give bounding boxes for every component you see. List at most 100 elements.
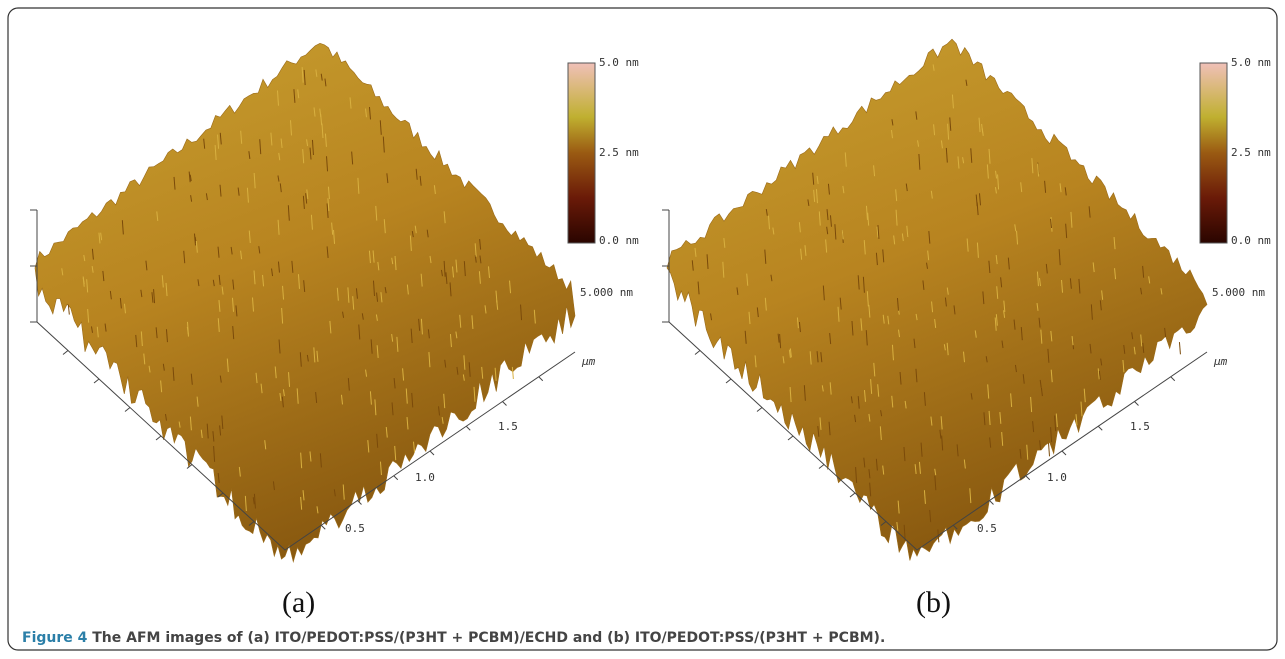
surface-texture	[929, 509, 932, 523]
surface-texture	[449, 282, 452, 297]
surface-texture	[768, 215, 771, 230]
surface-texture	[882, 465, 885, 475]
surface-texture	[253, 493, 256, 509]
surface-texture	[260, 383, 263, 394]
surface-texture	[963, 459, 966, 469]
axis-tick	[186, 464, 193, 469]
surface-texture	[986, 164, 989, 179]
surface-texture	[875, 252, 878, 266]
surface-texture	[927, 250, 930, 261]
surface-texture	[818, 211, 821, 226]
surface-texture	[104, 323, 107, 332]
surface-texture	[190, 373, 193, 385]
surface-texture	[1061, 279, 1064, 293]
surface-texture	[822, 285, 825, 301]
surface-texture	[915, 313, 918, 321]
surface-texture	[87, 309, 90, 323]
surface-texture	[857, 396, 860, 409]
axis-tick-label: 1.0	[1047, 471, 1067, 484]
axis-tick	[1170, 376, 1176, 382]
surface-texture	[1020, 326, 1023, 341]
surface-texture	[934, 475, 937, 491]
surface-texture	[420, 318, 423, 335]
surface-texture	[336, 287, 339, 301]
surface-texture	[315, 392, 318, 404]
surface-texture	[1050, 330, 1053, 342]
colorbar-label: 5.0 nm	[599, 56, 639, 69]
surface-texture	[917, 140, 920, 147]
surface-texture	[533, 309, 536, 324]
surface-texture	[196, 396, 199, 407]
surface-texture	[988, 260, 991, 274]
axis-tick	[849, 492, 856, 498]
surface-texture	[380, 292, 383, 303]
surface-texture	[994, 187, 997, 194]
surface-texture	[279, 393, 282, 402]
surface-texture	[928, 231, 931, 244]
surface-texture	[91, 266, 94, 273]
surface-texture	[1148, 276, 1151, 284]
surface-texture	[402, 368, 405, 381]
surface-texture	[288, 372, 291, 387]
surface-texture	[1080, 401, 1083, 417]
surface-texture	[178, 421, 181, 428]
surface-texture	[376, 433, 379, 448]
surface-texture	[1050, 218, 1053, 229]
surface-texture	[406, 417, 409, 430]
z-scale-label: 5.000 nm	[1212, 286, 1265, 299]
surface-texture	[251, 297, 254, 312]
surface-texture	[828, 421, 831, 436]
surface-texture	[375, 314, 378, 321]
surface-texture	[333, 229, 336, 244]
surface-texture	[1039, 379, 1042, 388]
surface-texture	[1040, 387, 1043, 397]
surface-texture	[922, 280, 925, 290]
surface-texture	[258, 246, 261, 254]
surface-texture	[851, 320, 854, 336]
caption: Figure 4 The AFM images of (a) ITO/PEDOT…	[22, 630, 885, 646]
surface-texture	[930, 416, 933, 426]
surface-texture	[983, 412, 986, 426]
surface-texture	[282, 389, 285, 397]
surface-texture	[452, 266, 455, 278]
surface-texture	[276, 90, 279, 106]
surface-texture	[863, 390, 866, 402]
surface-texture	[342, 311, 345, 318]
surface-texture	[238, 466, 241, 477]
surface-texture	[200, 429, 203, 439]
surface-texture	[61, 268, 64, 276]
surface-texture	[918, 461, 921, 474]
surface-texture	[1014, 224, 1017, 232]
surface-texture	[930, 190, 933, 199]
axis-unit: μm	[581, 355, 596, 368]
surface-texture	[368, 106, 371, 120]
surface-texture	[1064, 187, 1067, 196]
surface-texture	[429, 255, 432, 264]
surface-texture	[326, 246, 329, 258]
surface-texture	[406, 284, 409, 295]
axis-tick	[429, 450, 435, 456]
surface-texture	[315, 69, 318, 77]
surface-texture	[1069, 278, 1072, 289]
surface-texture	[970, 148, 973, 163]
surface-texture	[368, 250, 371, 264]
surface-texture	[988, 148, 991, 164]
surface-texture	[809, 351, 812, 365]
surface-texture	[321, 123, 324, 139]
z-scale-label: 5.000 nm	[580, 286, 633, 299]
colorbar-label: 2.5 nm	[599, 146, 639, 159]
surface-texture	[186, 321, 189, 337]
surface-texture	[327, 198, 330, 212]
surface-texture	[277, 175, 280, 182]
surface-texture	[151, 292, 154, 303]
surface-texture	[1020, 182, 1023, 193]
surface-texture	[988, 410, 991, 426]
surface-texture	[376, 345, 379, 358]
axis-tick	[694, 350, 701, 355]
surface-texture	[219, 375, 222, 383]
surface-texture	[281, 396, 284, 408]
caption-label: Figure 4	[22, 630, 88, 646]
surface-texture	[829, 382, 832, 395]
surface-texture	[313, 347, 316, 363]
surface-texture	[863, 240, 866, 255]
